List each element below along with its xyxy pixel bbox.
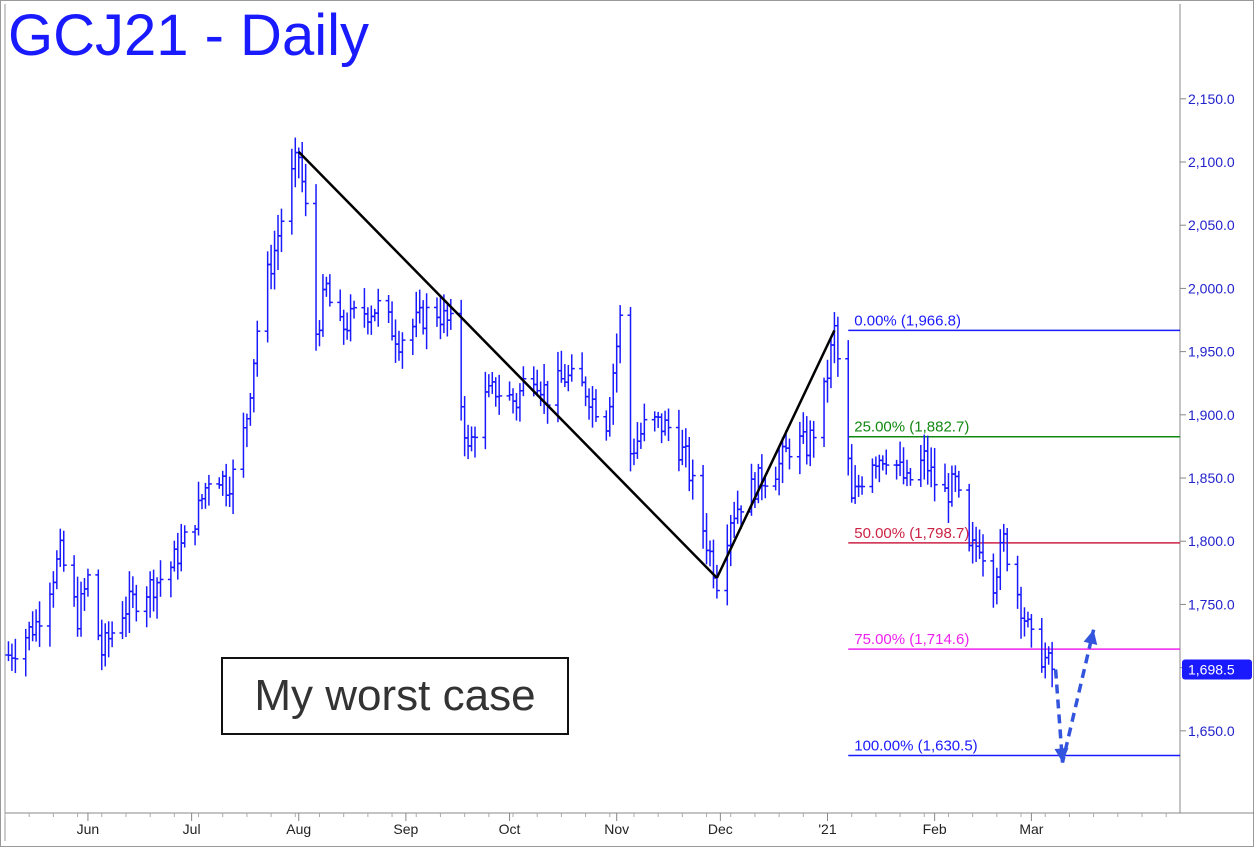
x-tick-label: Jul (183, 821, 201, 837)
retracement-label: 50.00% (1,798.7) (854, 525, 969, 542)
x-tick-label: '21 (818, 821, 836, 837)
y-tick-label: 1,900.0 (1188, 407, 1235, 423)
y-tick-label: 2,150.0 (1188, 91, 1235, 107)
retracement-label: 0.00% (1,966.8) (854, 312, 961, 329)
y-tick-label: 2,000.0 (1188, 280, 1235, 296)
retracement-label: 75.00% (1,714.6) (854, 631, 969, 648)
y-tick-label: 1,750.0 (1188, 596, 1235, 612)
x-tick-label: Dec (708, 821, 733, 837)
y-tick-label: 2,050.0 (1188, 217, 1235, 233)
y-tick-label: 1,950.0 (1188, 344, 1235, 360)
annotation-box: My worst case (221, 657, 569, 735)
projection-arrowhead-up (1083, 629, 1098, 645)
x-tick-label: Sep (393, 821, 418, 837)
trend-line (715, 329, 836, 579)
last-price-label: 1,698.5 (1188, 662, 1235, 678)
x-tick-label: Nov (604, 821, 629, 837)
retracement-label: 25.00% (1,882.7) (854, 419, 969, 436)
trend-line (297, 151, 718, 579)
annotation-text: My worst case (254, 671, 536, 720)
x-tick-label: Mar (1019, 821, 1043, 837)
x-tick-label: Aug (286, 821, 311, 837)
x-tick-label: Oct (499, 821, 521, 837)
y-tick-label: 1,650.0 (1188, 723, 1235, 739)
projection-arrowhead-down (1054, 747, 1069, 763)
y-tick-label: 1,850.0 (1188, 470, 1235, 486)
x-tick-label: Jun (77, 821, 100, 837)
y-tick-label: 2,100.0 (1188, 154, 1235, 170)
x-tick-label: Feb (923, 821, 947, 837)
last-price-badge (1182, 659, 1252, 680)
y-tick-label: 1,800.0 (1188, 533, 1235, 549)
chart-title: GCJ21 - Daily (8, 3, 369, 68)
retracement-label: 100.00% (1,630.5) (854, 737, 977, 754)
